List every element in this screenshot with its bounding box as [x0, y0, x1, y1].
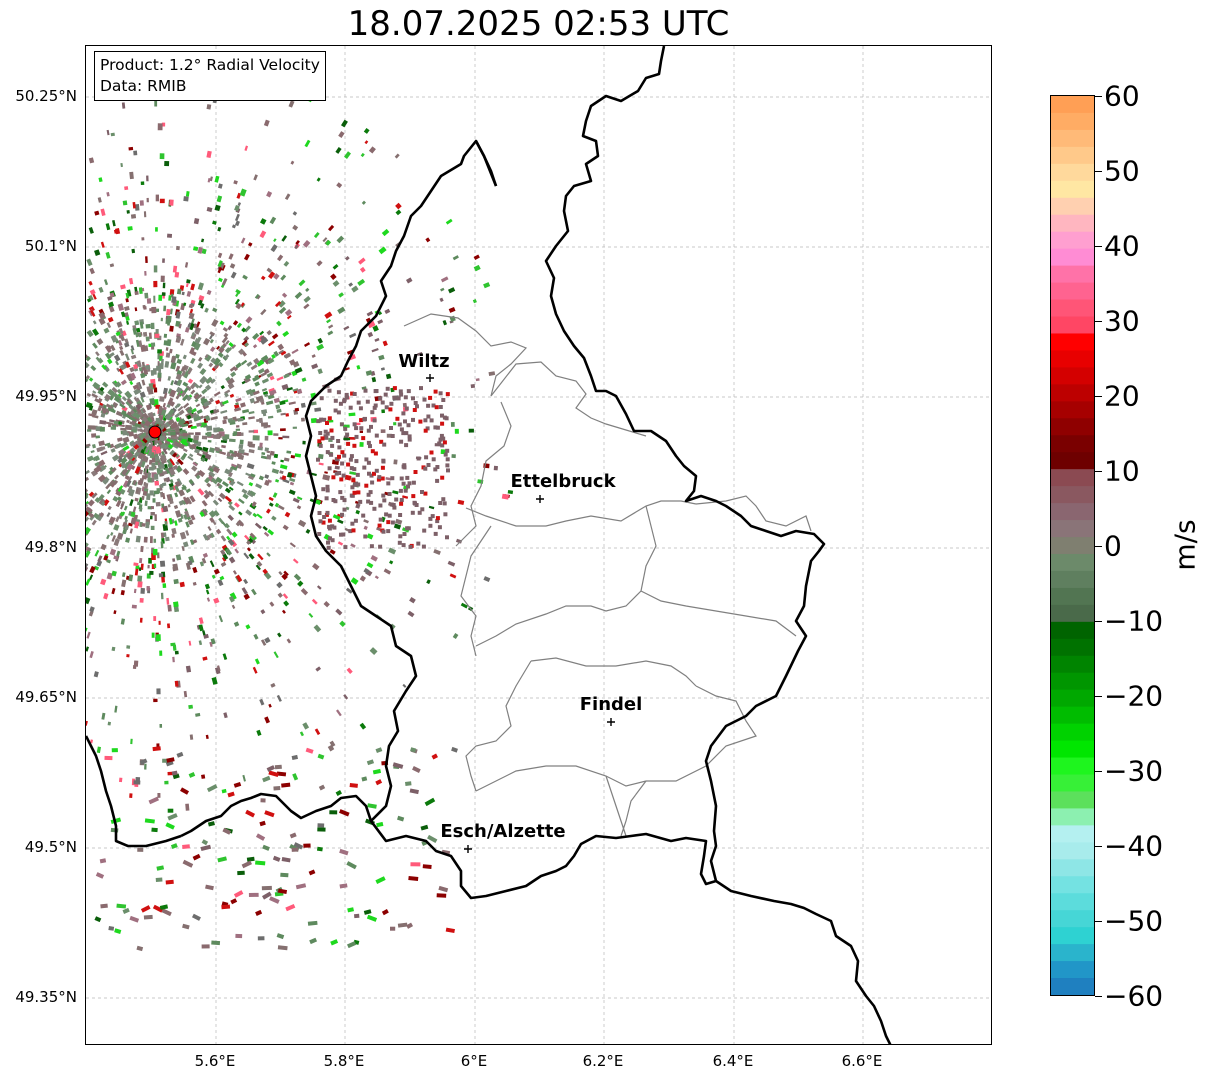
lat-label: 49.65°N: [15, 688, 77, 706]
map-title: 18.07.2025 02:53 UTC: [347, 4, 730, 44]
colorbar-label: 30: [1104, 304, 1140, 338]
colorbar-tick: [1095, 96, 1102, 97]
colorbar-label: 60: [1104, 79, 1140, 113]
colorbar-label: 20: [1104, 379, 1140, 413]
lat-label: 50.1°N: [24, 237, 77, 255]
colorbar-label: −50: [1104, 904, 1164, 938]
data-source-label: Data: RMIB: [100, 77, 187, 95]
colorbar-tick: [1095, 471, 1102, 472]
velocity-colorbar: [1050, 95, 1095, 996]
lon-label: 6.2°E: [582, 1052, 624, 1070]
colorbar-tick: [1095, 321, 1102, 322]
colorbar-label: −60: [1104, 979, 1164, 1013]
colorbar-tick: [1095, 546, 1102, 547]
colorbar-tick: [1095, 771, 1102, 772]
colorbar-label: −30: [1104, 754, 1164, 788]
city-markers: [426, 374, 615, 853]
colorbar-label: 10: [1104, 454, 1140, 488]
gridlines: [86, 46, 991, 1044]
city-label-ettelbruck: Ettelbruck: [510, 471, 616, 492]
lon-label: 6.6°E: [841, 1052, 883, 1070]
lon-label: 6°E: [460, 1052, 488, 1070]
product-label: Product: 1.2° Radial Velocity: [100, 56, 320, 74]
city-label-findel: Findel: [579, 694, 643, 715]
colorbar-tick: [1095, 246, 1102, 247]
lat-label: 49.35°N: [15, 988, 77, 1006]
lon-label: 6.4°E: [712, 1052, 754, 1070]
canton-boundaries: [403, 313, 812, 837]
lat-label: 49.5°N: [24, 838, 77, 856]
colorbar-label: 40: [1104, 229, 1140, 263]
lat-label: 49.8°N: [24, 538, 77, 556]
colorbar-tick: [1095, 171, 1102, 172]
radar-echoes: [86, 56, 514, 952]
colorbar-label: −40: [1104, 829, 1164, 863]
colorbar-label: 50: [1104, 154, 1140, 188]
city-label-wiltz: Wiltz: [398, 351, 450, 372]
country-borders: [86, 46, 892, 1044]
colorbar-label: −10: [1104, 604, 1164, 638]
colorbar-unit-label: m/s: [1168, 519, 1202, 571]
colorbar-tick: [1095, 846, 1102, 847]
colorbar-tick: [1095, 696, 1102, 697]
lat-label: 49.95°N: [15, 387, 77, 405]
lon-label: 5.6°E: [194, 1052, 236, 1070]
colorbar-tick: [1095, 621, 1102, 622]
city-label-esch-alzette: Esch/Alzette: [440, 821, 566, 842]
map-canvas: [86, 46, 991, 1044]
colorbar-gradient: [1051, 96, 1094, 995]
radar-map[interactable]: [85, 45, 992, 1045]
colorbar-label: −20: [1104, 679, 1164, 713]
colorbar-tick: [1095, 396, 1102, 397]
product-info-box: Product: 1.2° Radial Velocity Data: RMIB: [94, 51, 326, 101]
colorbar-tick: [1095, 921, 1102, 922]
radar-site-marker: [148, 425, 162, 439]
colorbar-tick: [1095, 996, 1102, 997]
colorbar-label: 0: [1104, 529, 1122, 563]
lon-label: 5.8°E: [323, 1052, 365, 1070]
lat-label: 50.25°N: [15, 87, 77, 105]
